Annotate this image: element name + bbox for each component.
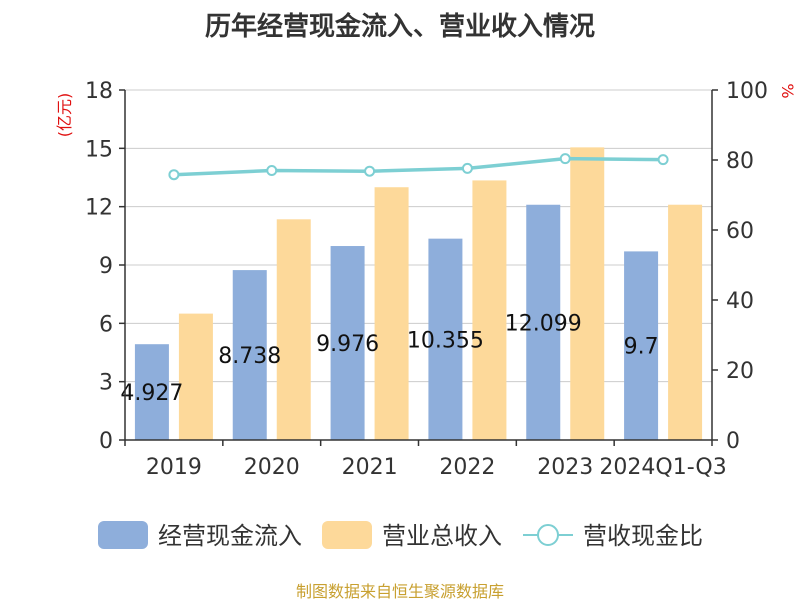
- right-tick-label: 0: [726, 429, 740, 454]
- data-source: 制图数据来自恒生聚源数据库: [295, 582, 504, 601]
- line-point: [657, 154, 669, 166]
- line-point: [461, 162, 473, 174]
- x-tick-label: 2021: [342, 455, 398, 480]
- data-label: 10.355: [407, 328, 484, 353]
- legend: 经营现金流入 营业总收入 营收现金比: [98, 521, 703, 550]
- bar-revenue: [570, 147, 605, 440]
- bar-cash-inflow: [624, 251, 659, 440]
- line-point: [559, 153, 571, 165]
- data-label: 9.976: [316, 332, 379, 357]
- right-tick-label: 80: [726, 149, 754, 174]
- bar-revenue: [178, 313, 213, 440]
- data-label: 8.738: [218, 344, 281, 369]
- data-labels: 4.927 8.738 9.976 10.355 12.099 9.7: [120, 311, 658, 406]
- bar-cash-inflow: [330, 246, 365, 440]
- right-axis-unit: %: [778, 83, 797, 98]
- left-axis-unit: (亿元): [55, 93, 74, 138]
- chart-title: 历年经营现金流入、营业收入情况: [204, 12, 595, 42]
- legend-swatch[interactable]: [98, 521, 148, 549]
- legend-label[interactable]: 经营现金流入: [158, 522, 302, 550]
- line-series: [168, 153, 669, 181]
- right-tick-label: 100: [726, 79, 768, 104]
- legend-swatch[interactable]: [322, 521, 372, 549]
- left-tick-label: 3: [99, 371, 113, 396]
- bar-revenue: [668, 204, 703, 440]
- line-point: [364, 165, 376, 177]
- grid-lines: [125, 89, 712, 441]
- x-tick-label: 2019: [146, 455, 202, 480]
- line-cash-ratio: [173, 156, 664, 177]
- left-tick-label: 12: [85, 196, 113, 221]
- data-label: 4.927: [120, 381, 183, 406]
- left-tick-label: 15: [85, 137, 113, 162]
- bar-revenue: [374, 187, 409, 440]
- line-point: [168, 169, 180, 181]
- bar-cash-inflow: [428, 238, 463, 440]
- x-tick-label: 2022: [439, 455, 495, 480]
- bar-revenue: [472, 180, 507, 440]
- legend-swatch-marker[interactable]: [537, 524, 559, 546]
- legend-label[interactable]: 营收现金比: [583, 522, 703, 550]
- left-tick-label: 18: [85, 79, 113, 104]
- x-tick-label: 2020: [244, 455, 300, 480]
- legend-label[interactable]: 营业总收入: [382, 522, 502, 550]
- x-tick-label: 2024Q1-Q3: [599, 455, 726, 480]
- axes: 0 3 6 9 12 15 18 0 20 40 60 80 100 2019 2020 2021 2022 20…: [85, 79, 768, 480]
- bar-marks: [134, 147, 703, 440]
- left-tick-label: 0: [99, 429, 113, 454]
- bar-cash-inflow: [526, 204, 561, 440]
- left-tick-label: 9: [99, 254, 113, 279]
- line-point: [266, 165, 278, 176]
- right-tick-label: 60: [726, 219, 754, 244]
- bar-cash-inflow: [134, 344, 169, 440]
- bar-cash-inflow: [232, 270, 267, 440]
- data-label: 12.099: [505, 311, 582, 336]
- right-tick-label: 20: [726, 359, 754, 384]
- data-label: 9.7: [624, 335, 659, 360]
- left-tick-label: 6: [99, 312, 113, 337]
- x-tick-label: 2023: [537, 455, 593, 480]
- bar-revenue: [276, 219, 311, 440]
- right-tick-label: 40: [726, 289, 754, 314]
